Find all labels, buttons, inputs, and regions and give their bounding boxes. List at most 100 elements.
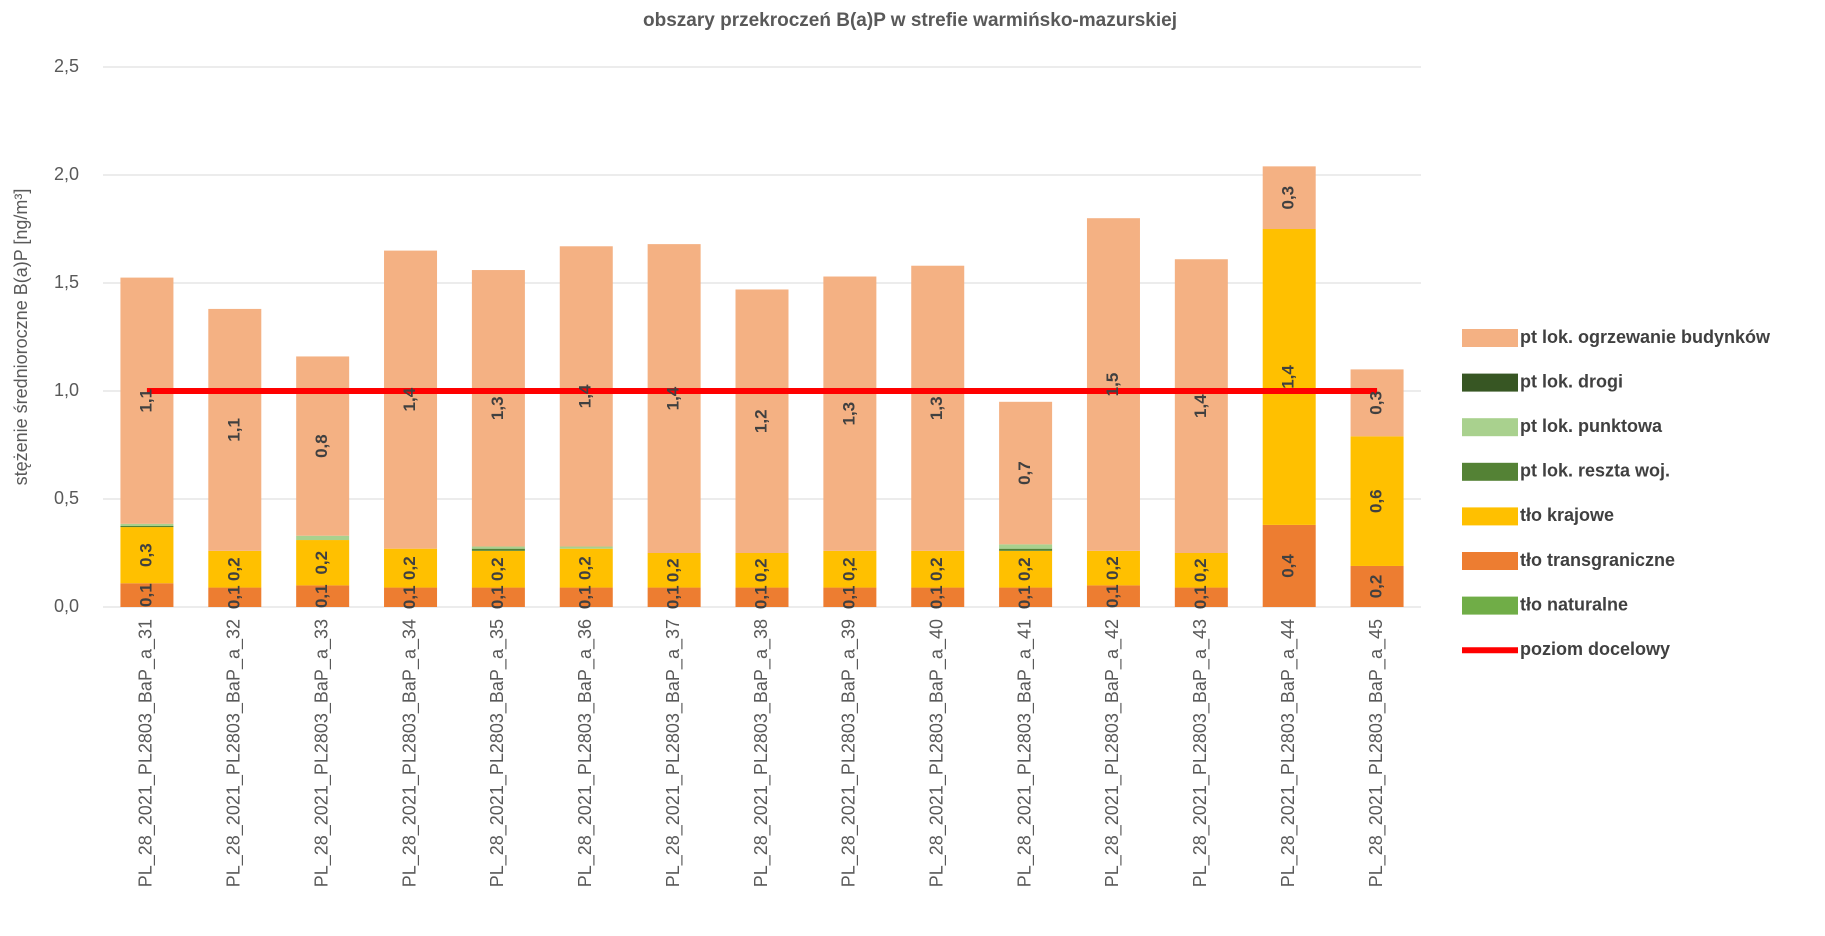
bar-segment (999, 587, 1053, 607)
bar-segment (384, 587, 438, 607)
bar-segment (1174, 259, 1228, 553)
bar-segment (735, 587, 789, 607)
y-axis-label: stężenie średnioroczne B(a)P [ng/m³] (11, 189, 31, 486)
data-label: 0,1 (136, 583, 155, 607)
data-label: 0,6 (1367, 489, 1386, 513)
x-tick-label: PL_28_2021_PL2803_BaP_a_32 (224, 619, 245, 887)
legend-swatch (1462, 596, 1518, 615)
bar-segment (1350, 436, 1404, 566)
bar-segment (208, 587, 262, 607)
data-label: 1,3 (927, 396, 946, 420)
bar-segment (384, 548, 438, 588)
bar-segment (735, 553, 789, 588)
bar-segment (296, 540, 350, 586)
bar-segment (296, 585, 350, 607)
data-label: 1,5 (1103, 373, 1122, 397)
data-label: 0,2 (1103, 556, 1122, 580)
bar-segment (999, 550, 1053, 588)
data-label: 0,8 (312, 434, 331, 458)
bar-segment (296, 535, 350, 541)
data-label: 1,2 (751, 409, 770, 433)
bar-segment (120, 523, 174, 526)
bar-segment (823, 550, 877, 588)
bar-segment (559, 546, 613, 549)
legend-swatch (1462, 462, 1518, 481)
bar-segment (471, 546, 525, 549)
y-tick-label: 1,0 (54, 380, 79, 400)
legend-label: poziom docelowy (1520, 639, 1670, 659)
data-label: 0,2 (751, 558, 770, 582)
bar-segment (559, 587, 613, 607)
x-tick-label: PL_28_2021_PL2803_BaP_a_43 (1190, 619, 1211, 887)
chart-title: obszary przekroczeń B(a)P w strefie warm… (643, 10, 1177, 31)
data-label: 0,2 (576, 556, 595, 580)
y-tick-label: 2,0 (54, 164, 79, 184)
data-label: 0,1 (224, 585, 243, 609)
bar-segment (296, 356, 350, 536)
data-label: 0,1 (1015, 585, 1034, 609)
y-tick-label: 0,0 (54, 596, 79, 616)
x-tick-label: PL_28_2021_PL2803_BaP_a_39 (839, 619, 860, 887)
bar-segment (647, 587, 701, 607)
legend-label: tło transgraniczne (1520, 550, 1675, 570)
bar-segment (384, 250, 438, 549)
legend-label: pt lok. ogrzewanie budynków (1520, 327, 1771, 347)
legend-swatch (1462, 329, 1518, 347)
x-tick-label: PL_28_2021_PL2803_BaP_a_37 (663, 619, 684, 887)
legend-label: tło naturalne (1520, 594, 1628, 614)
y-tick-label: 0,5 (54, 488, 79, 508)
data-label: 0,2 (664, 558, 683, 582)
bar-segment (208, 550, 262, 588)
data-label: 1,1 (136, 389, 155, 413)
x-tick-label: PL_28_2021_PL2803_BaP_a_45 (1366, 619, 1387, 887)
bar-segment (911, 550, 965, 588)
data-label: 1,4 (400, 387, 419, 411)
x-tick-label: PL_28_2021_PL2803_BaP_a_31 (136, 619, 157, 887)
bar-segment (823, 587, 877, 607)
legend-label: pt lok. drogi (1520, 371, 1623, 391)
bar-segment (1086, 585, 1140, 607)
bar-segment (647, 244, 701, 553)
x-tick-label: PL_28_2021_PL2803_BaP_a_36 (575, 619, 596, 887)
data-label: 1,4 (1279, 365, 1298, 389)
data-label: 0,1 (576, 585, 595, 609)
bar-segment (911, 265, 965, 551)
legend-label: tło krajowe (1520, 505, 1614, 525)
bar-segment (471, 587, 525, 607)
data-label: 1,4 (576, 384, 595, 408)
x-tick-label: PL_28_2021_PL2803_BaP_a_42 (1102, 619, 1123, 887)
data-label: 0,2 (400, 556, 419, 580)
bar-segment (1086, 218, 1140, 551)
data-label: 0,1 (839, 585, 858, 609)
data-label: 1,3 (839, 402, 858, 426)
data-label: 0,1 (664, 585, 683, 609)
bar-segment (1174, 587, 1228, 607)
data-label: 0,2 (927, 557, 946, 581)
bar-segment (120, 277, 174, 524)
x-tick-label: PL_28_2021_PL2803_BaP_a_34 (399, 619, 420, 887)
data-label: 0,1 (927, 585, 946, 609)
x-tick-label: PL_28_2021_PL2803_BaP_a_35 (487, 619, 508, 887)
x-tick-label: PL_28_2021_PL2803_BaP_a_38 (751, 619, 772, 887)
data-label: 1,1 (224, 418, 243, 442)
bar-segment (120, 583, 174, 607)
legend-swatch (1462, 373, 1518, 392)
data-label: 0,2 (1367, 575, 1386, 599)
bar-segment (559, 548, 613, 588)
data-label: 0,1 (400, 585, 419, 609)
bar-segment (823, 276, 877, 551)
data-label: 0,3 (1367, 391, 1386, 415)
legend-swatch (1462, 507, 1518, 526)
data-label: 0,1 (488, 585, 507, 609)
bar-segment (471, 550, 525, 588)
y-tick-label: 1,5 (54, 272, 79, 292)
data-label: 0,2 (1191, 558, 1210, 582)
legend-swatch (1462, 418, 1518, 437)
bar-segment (120, 526, 174, 528)
legend-swatch (1462, 552, 1518, 570)
x-tick-label: PL_28_2021_PL2803_BaP_a_33 (311, 619, 332, 887)
bar-segment (471, 548, 525, 551)
bar-segment (1086, 550, 1140, 586)
bar-segment (1350, 565, 1404, 607)
